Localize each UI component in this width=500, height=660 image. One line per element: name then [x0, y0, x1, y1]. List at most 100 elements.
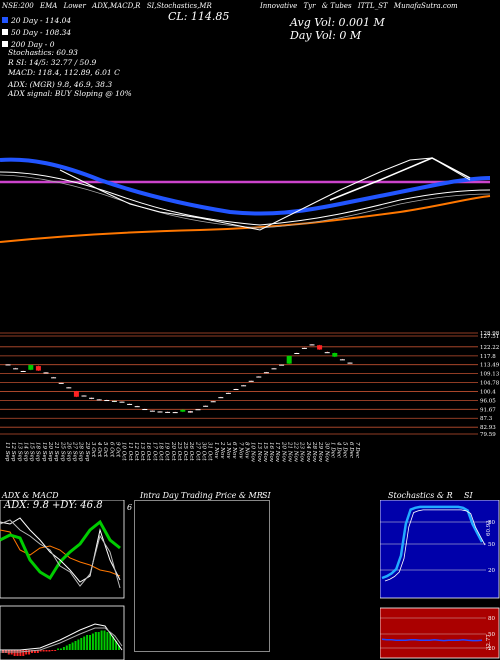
macd-signal-line — [0, 627, 123, 653]
date-tick-label: 14 Sep — [22, 442, 28, 462]
macd-bar — [80, 638, 83, 650]
macd-bar — [65, 645, 68, 650]
header-symbol: NSE:200 — [2, 2, 34, 10]
ema50b-line — [0, 174, 491, 229]
header-piece: ADX,MACD,R — [92, 2, 141, 10]
macd-bar — [109, 633, 112, 650]
candle-body — [28, 365, 34, 370]
date-tick-label: 1 Dec — [329, 442, 335, 458]
candle-body — [142, 409, 148, 411]
header-piece: Tyr — [303, 2, 316, 10]
date-tick-label: 6 Nov — [231, 442, 237, 459]
date-tick-label: 27 Sep — [72, 441, 78, 462]
candle-body — [218, 397, 224, 399]
header-line: NSE:200 EMA Lower ADX,MACD,R SI,Stochast… — [2, 2, 498, 10]
macd-bar — [115, 641, 118, 650]
intraday-title: Intra Day Trading Price & MR — [140, 491, 263, 500]
stoch-d-line — [384, 509, 486, 582]
adx-value: ADX: (MGR) 9.8, 46.9, 38.3 — [8, 80, 113, 89]
price-level-label: 109.13 — [480, 372, 500, 378]
intraday-title-si: SI — [262, 491, 271, 500]
candle-body — [317, 345, 323, 350]
date-tick-label: 18 Sep — [35, 442, 41, 462]
price-overlay-line — [329, 157, 471, 201]
header-piece: & Tubes — [321, 2, 352, 10]
legend-item-ema200: 200 Day - 0 — [2, 38, 71, 50]
candle-body — [347, 362, 353, 364]
date-tick-label: 7 Dec — [354, 442, 360, 458]
price-level-label: 82.93 — [480, 425, 496, 431]
date-tick-label: 4 Oct — [96, 441, 102, 458]
legend-swatch — [2, 17, 8, 23]
date-tick-label: 20 Nov — [280, 441, 286, 463]
candle-body — [81, 395, 87, 397]
macd-bar — [91, 633, 94, 650]
date-tick-label: 18 Oct — [158, 442, 164, 461]
price-level-label: 104.78 — [480, 380, 500, 386]
date-tick-label: 19 Sep — [41, 442, 47, 462]
date-tick-label: 29 Nov — [317, 441, 323, 463]
macd-bar — [48, 650, 51, 652]
candle-body — [210, 401, 216, 403]
candle-body — [111, 400, 117, 402]
adx-signal: ADX signal: BUY Sloping @ 10% — [8, 89, 132, 98]
candle-body — [324, 352, 330, 354]
macd-bar — [100, 630, 103, 650]
macd-bar — [16, 650, 19, 656]
macd-bar — [13, 650, 16, 656]
adx-annotation: ADX: 9.8 +DY: 46.8 — [4, 500, 103, 511]
price-line — [59, 157, 471, 231]
legend-swatch — [2, 41, 8, 47]
macd-bar — [62, 647, 65, 650]
ema50-line — [0, 171, 491, 226]
close-price: CL: 114.85 — [168, 10, 230, 23]
date-tick-label: 3 Oct — [90, 442, 96, 458]
date-tick-label: 12 Oct — [133, 442, 139, 461]
candle-body — [66, 387, 72, 389]
macd-bar — [54, 650, 57, 651]
date-tick-label: 23 Nov — [299, 441, 305, 463]
macd-bar — [19, 650, 22, 656]
candle-body — [5, 364, 11, 366]
candle-body — [263, 372, 269, 374]
candle-body — [96, 399, 102, 401]
candle-body — [294, 352, 300, 354]
rsi-level-label: 50 — [488, 632, 495, 638]
candle-body — [43, 372, 49, 374]
stoch-k-line — [381, 505, 484, 580]
candle-body — [248, 380, 254, 382]
candle-body — [301, 347, 307, 349]
date-tick-label: 29 Sep — [84, 441, 90, 462]
macd-bar — [28, 650, 31, 655]
stoch-level-label: 80 — [488, 520, 495, 526]
header-piece: Lower — [63, 2, 86, 10]
stoch-rsi-title-si: SI — [464, 491, 473, 500]
candle-body — [339, 359, 345, 361]
ema-legend: 20 Day - 114.04 50 Day - 108.34 200 Day … — [2, 14, 71, 50]
date-tick-label: 11 Sep — [4, 442, 10, 462]
macd-bar — [89, 635, 91, 650]
header-piece: ITTL_ST — [357, 2, 388, 10]
candle-body — [203, 405, 209, 407]
date-tick-label: 5 Dec — [342, 442, 348, 458]
price-level-label: 79.59 — [480, 432, 496, 438]
date-tick-label: 17 Nov — [274, 442, 280, 463]
macd-bar — [25, 650, 28, 655]
date-tick-label: 4 Dec — [336, 441, 342, 458]
header-piece: EMA — [39, 2, 58, 10]
rsi-value-badge: 32.77 — [486, 634, 492, 650]
legend-swatch — [2, 29, 8, 35]
stochastics-value: Stochastics: 60.93 — [8, 48, 78, 57]
macd-bar — [77, 639, 80, 650]
candle-body — [127, 403, 133, 405]
candle-body — [271, 368, 277, 370]
macd-bar — [39, 650, 42, 652]
macd-bar — [57, 648, 60, 650]
date-tick-label: 17 Oct — [151, 442, 157, 461]
date-tick-label: 9 Oct — [115, 442, 121, 458]
macd-bar — [106, 632, 109, 650]
macd-bar — [45, 650, 48, 652]
header-piece: MunafaSutra.com — [393, 2, 458, 10]
di-grey-line — [0, 519, 121, 589]
